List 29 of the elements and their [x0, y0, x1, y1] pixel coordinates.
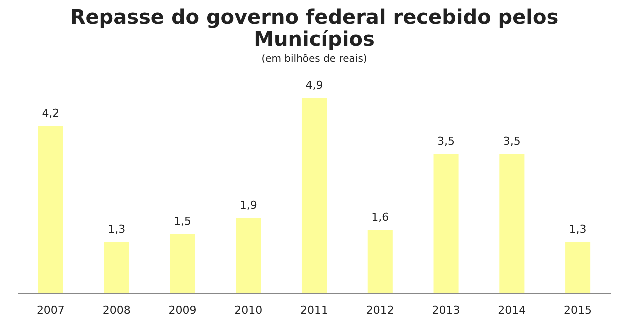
- x-tick-label: 2009: [168, 304, 197, 317]
- data-label: 1,3: [569, 223, 587, 236]
- bar: [434, 154, 459, 294]
- data-label: 1,6: [372, 211, 390, 224]
- x-tick-label: 2012: [366, 304, 394, 317]
- x-tick-label: 2011: [300, 304, 328, 317]
- bar: [38, 126, 64, 294]
- bar: [104, 242, 130, 294]
- bar: [170, 234, 196, 294]
- bar: [566, 242, 591, 294]
- x-tick-label: 2013: [432, 304, 460, 317]
- x-tick-label: 2010: [234, 304, 263, 317]
- bar: [302, 98, 328, 294]
- data-label: 1,3: [108, 223, 126, 236]
- chart-title: Repasse do governo federal recebido pelos Municípios: [70, 5, 559, 51]
- bar: [368, 230, 393, 294]
- x-tick-label: 2008: [102, 304, 131, 317]
- chart-subtitle: (em bilhões de reais): [262, 54, 368, 65]
- data-label: 1,9: [240, 199, 258, 212]
- x-tick-label: 2007: [36, 304, 65, 317]
- bar: [500, 154, 525, 294]
- x-tick-label: 2015: [564, 304, 592, 317]
- data-label: 3,5: [438, 135, 456, 148]
- data-label: 1,5: [174, 215, 192, 228]
- data-label: 3,5: [503, 135, 521, 148]
- data-label: 4,9: [306, 79, 324, 92]
- data-label: 4,2: [42, 107, 60, 120]
- bar: [236, 218, 262, 294]
- x-tick-label: 2014: [498, 304, 526, 317]
